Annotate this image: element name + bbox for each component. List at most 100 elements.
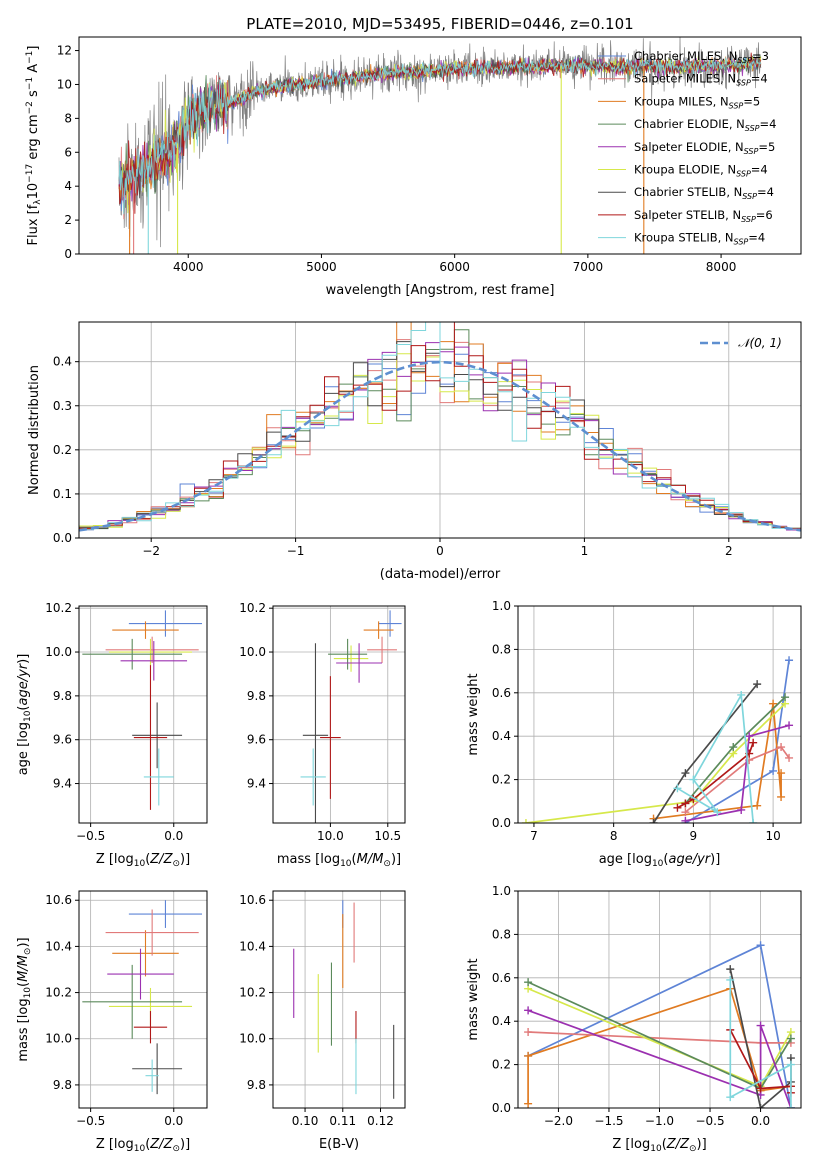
weight-marker <box>649 819 658 823</box>
error-bar-point <box>336 643 383 683</box>
weight-marker <box>756 1104 765 1108</box>
x-tick-label: 0.12 <box>367 1114 394 1128</box>
x-tick-label: −1.0 <box>645 1114 674 1128</box>
label-part: mass [log <box>16 998 31 1061</box>
weight-marker <box>673 803 682 812</box>
errorbar-plot-area <box>82 610 203 810</box>
weight-marker <box>524 1099 533 1108</box>
label-part: Z/Z <box>149 1137 173 1152</box>
model-spectrum-line <box>118 52 762 214</box>
x-tick-label: 2 <box>725 544 733 558</box>
label-part: M/M <box>357 852 384 867</box>
legend-text: Chabrier MILES, N <box>634 49 737 63</box>
label-part: )] <box>391 852 401 867</box>
x-tick-label: 8000 <box>706 260 737 274</box>
chart-title: PLATE=2010, MJD=53495, FIBERID=0446, z=0… <box>246 15 633 33</box>
weight-marker <box>737 690 746 699</box>
y-axis-label: mass weight <box>466 958 481 1040</box>
label-part: −17 <box>25 164 35 183</box>
legend-subscript: SSP <box>734 238 749 247</box>
legend-text: =4 <box>751 163 768 177</box>
legend-subscript: SSP <box>744 147 759 156</box>
x-axis-label: mass [log10(M/M⊙)] <box>277 852 401 869</box>
spectrum-panel: 4000 5000 6000 7000 8000 0 2 4 6 8 10 12 PLATE=2010,… <box>25 15 802 298</box>
y-tick-label: 10.2 <box>239 601 266 615</box>
y-tick-label: 0.4 <box>492 1014 511 1028</box>
label-part: Flux [f <box>26 204 41 245</box>
label-part: 10 <box>23 710 33 722</box>
legend-label: Kroupa STELIB, NSSP=4 <box>634 231 765 247</box>
mass-weight-vs-metallicity-panel: −2.0 −1.5 −1.0 −0.5 0.0 0.0 0.2 0.4 0.6 0.8 1.0 Z [… <box>466 884 802 1154</box>
x-tick-label: −0.5 <box>76 829 105 843</box>
label-part: Z/Z <box>666 1137 690 1152</box>
y-tick-label: 4 <box>64 179 72 193</box>
error-bar-point <box>128 900 203 928</box>
legend-subscript: SSP <box>742 192 757 201</box>
y-axis-label: mass [log10(M/M⊙)] <box>16 937 33 1061</box>
y-tick-label: 0.4 <box>492 729 511 743</box>
legend-subscript: SSP <box>736 79 751 88</box>
legend-subscript: SSP <box>729 101 744 110</box>
label-part: ( <box>16 982 31 987</box>
label-part: )] <box>710 852 720 867</box>
label-part: age [log <box>16 722 31 775</box>
legend-label: Salpeter MILES, NSSP=4 <box>634 72 768 88</box>
label-part: Z [log <box>612 1137 650 1152</box>
legend-text: Salpeter ELODIE, N <box>634 140 744 154</box>
error-bar-point <box>112 930 179 977</box>
y-tick-label: 0.2 <box>53 443 72 457</box>
weight-marker <box>785 721 794 730</box>
axes-frame <box>517 605 802 824</box>
weight-line <box>684 745 790 813</box>
label-part: ( <box>145 1137 150 1152</box>
axes-frame <box>78 890 208 1109</box>
weight-marker <box>785 753 794 762</box>
x-axis-label: Z [log10(Z/Z⊙)] <box>96 1137 190 1154</box>
error-bar-point <box>120 641 188 681</box>
error-bar-point <box>320 676 341 799</box>
y-tick-label: 10.0 <box>45 1032 72 1046</box>
weight-marker <box>726 1093 735 1102</box>
weight-plot-area <box>524 941 795 1108</box>
weight-marker <box>745 732 754 741</box>
axes-frame <box>78 321 802 539</box>
legend-text: Chabrier ELODIE, N <box>634 117 745 131</box>
weight-marker <box>786 1034 795 1043</box>
error-bar-point <box>105 909 199 956</box>
weight-marker <box>786 1060 795 1069</box>
error-bar-point <box>112 621 179 639</box>
error-bar-point <box>300 748 326 806</box>
x-tick-label: −0.5 <box>695 1114 724 1128</box>
y-tick-label: 9.8 <box>53 689 72 703</box>
weight-marker <box>756 1084 765 1093</box>
label-part: age/yr <box>668 852 711 867</box>
x-tick-label: 10 <box>765 829 780 843</box>
label-part: λ <box>33 199 43 205</box>
legend-text: Chabrier STELIB, N <box>634 185 742 199</box>
y-tick-label: 1.0 <box>492 884 511 898</box>
x-axis-label: Z [log10(Z/Z⊙)] <box>96 852 190 869</box>
x-axis-label: Z [log10(Z/Z⊙)] <box>612 1137 706 1154</box>
label-part: M/M <box>16 955 31 982</box>
legend-text: =4 <box>748 231 765 245</box>
legend-text: Kroupa ELODIE, N <box>634 163 736 177</box>
x-tick-label: −2 <box>142 544 160 558</box>
histogram-step-line <box>79 322 801 534</box>
weight-marker <box>786 1104 795 1108</box>
weight-marker <box>681 816 690 823</box>
legend-text: Salpeter MILES, N <box>634 72 736 86</box>
error-bar-point <box>378 610 402 637</box>
label-part: Z [log <box>96 852 134 867</box>
label-part: age [log <box>599 852 652 867</box>
error-bar-point <box>132 1043 183 1095</box>
legend-text: =4 <box>751 72 768 86</box>
label-part: ( <box>16 706 31 711</box>
error-bar-point <box>143 748 174 806</box>
weight-marker <box>769 699 778 708</box>
y-tick-label: 10.4 <box>45 939 72 953</box>
x-axis-label: E(B-V) <box>319 1137 359 1152</box>
y-tick-label: 0.4 <box>53 355 72 369</box>
y-tick-label: 0.6 <box>492 686 511 700</box>
x-tick-label: 9 <box>690 829 698 843</box>
y-tick-label: 10.2 <box>239 986 266 1000</box>
